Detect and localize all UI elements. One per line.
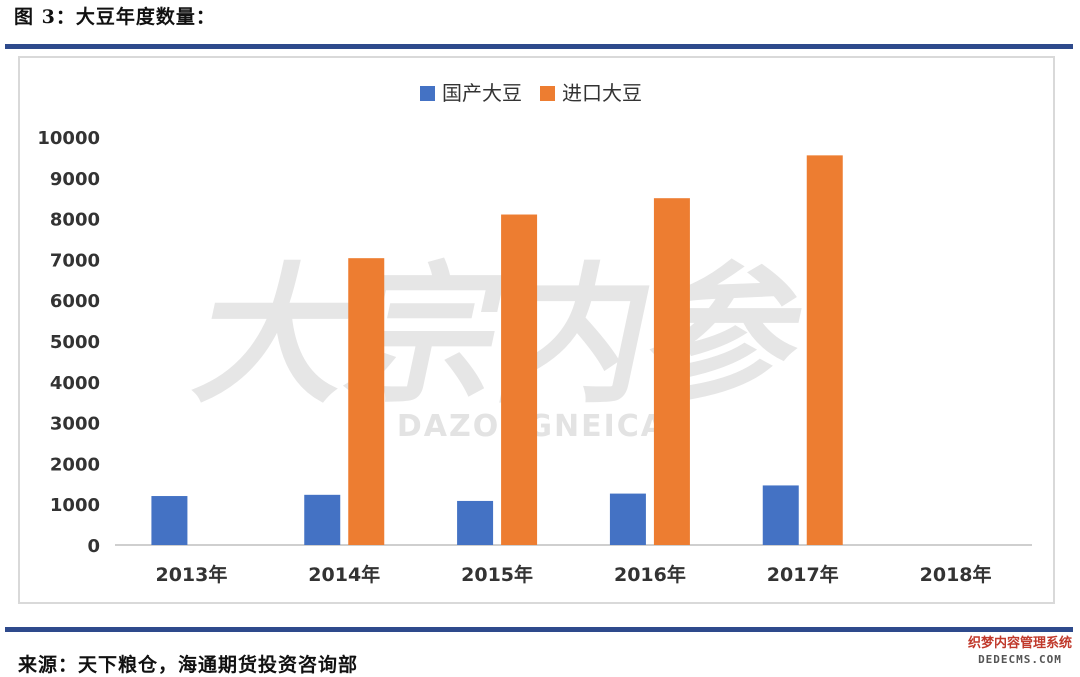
y-tick-label: 2000 <box>50 454 100 475</box>
y-tick-label: 8000 <box>50 210 100 231</box>
y-tick-label: 7000 <box>50 250 100 271</box>
y-tick-label: 10000 <box>37 128 100 149</box>
source-note: 来源：天下粮仓，海通期货投资咨询部 <box>18 654 359 676</box>
figure-title: 图 3：大豆年度数量： <box>14 6 216 28</box>
bar-imported <box>806 155 843 546</box>
bottom-rule <box>5 627 1073 632</box>
legend-swatch-imported <box>540 86 555 101</box>
y-tick-label: 4000 <box>50 373 100 394</box>
bar-imported <box>501 214 538 545</box>
x-tick-label: 2014年 <box>308 563 380 586</box>
x-tick-label: 2015年 <box>461 563 533 586</box>
y-tick-label: 9000 <box>50 169 100 190</box>
corner-watermark-line1: 织梦内容管理系统 <box>967 636 1072 651</box>
bar-domestic <box>457 500 494 545</box>
legend-swatch-domestic <box>420 86 435 101</box>
y-tick-label: 5000 <box>50 332 100 353</box>
x-tick-label: 2017年 <box>767 563 839 586</box>
x-tick-label: 2013年 <box>155 563 227 586</box>
bar-imported <box>348 258 385 545</box>
bar-domestic <box>762 485 799 545</box>
y-tick-label: 6000 <box>50 291 100 312</box>
corner-watermark-line2: DEDECMS.COM <box>978 653 1062 666</box>
y-tick-label: 3000 <box>50 414 100 435</box>
watermark-main: 大宗内参 <box>182 249 819 424</box>
x-tick-label: 2016年 <box>614 563 686 586</box>
watermark-sub: DAZONGNEICAN <box>397 409 693 444</box>
legend-label-imported: 进口大豆 <box>562 81 642 105</box>
y-tick-label: 0 <box>87 536 100 557</box>
bar-domestic <box>609 493 646 545</box>
legend-label-domestic: 国产大豆 <box>442 81 522 105</box>
y-tick-label: 1000 <box>50 495 100 516</box>
chart-frame: 大宗内参 DAZONGNEICAN 0 1000 2000 3000 4000 5000 600… <box>18 56 1055 604</box>
x-tick-label: 2018年 <box>920 563 992 586</box>
top-rule <box>5 44 1073 49</box>
bar-domestic <box>304 494 341 545</box>
corner-watermark: 织梦内容管理系统 DEDECMS.COM <box>968 636 1072 668</box>
bar-imported <box>653 198 690 545</box>
bar-domestic <box>151 496 188 545</box>
